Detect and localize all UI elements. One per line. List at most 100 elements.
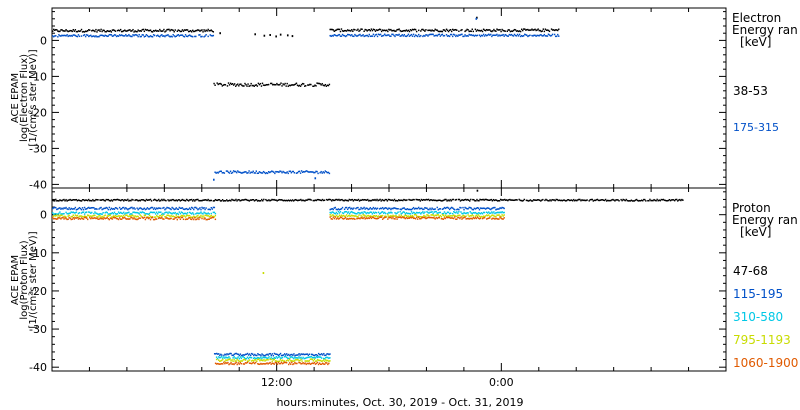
data-point [95,217,97,220]
data-point [230,352,232,355]
data-point [76,35,79,38]
data-point [162,218,164,220]
data-point [367,35,369,38]
data-point [493,34,495,36]
data-point [171,213,173,215]
data-point [94,217,96,219]
data-point [99,34,101,37]
data-point [204,30,206,33]
data-point [648,199,650,202]
data-point [407,212,410,215]
data-point [393,34,395,37]
data-point [267,354,269,356]
data-point [153,211,156,214]
data-point [338,33,341,36]
data-point [101,215,103,218]
data-point [351,34,353,36]
data-point [367,198,369,201]
data-point [408,208,411,211]
data-point [415,30,418,33]
data-point [284,354,287,356]
data-point [137,200,139,202]
data-point [153,207,156,209]
data-point [144,28,147,31]
data-point [246,172,248,174]
data-point [332,216,334,218]
data-point [433,35,435,37]
data-point [376,198,378,201]
data-point [349,199,351,201]
data-point [160,30,162,32]
data-point [177,213,180,215]
data-point [94,199,96,202]
data-point [108,34,111,36]
data-point [519,199,521,202]
data-point [195,218,197,221]
data-point [267,83,270,86]
data-point [251,198,254,201]
data-point [365,207,367,209]
data-point [347,200,349,202]
data-point [312,85,314,87]
data-point [217,353,219,355]
data-point [107,213,110,215]
data-point [188,34,191,36]
data-point [241,360,244,362]
data-point [369,215,372,217]
data-point [444,198,446,201]
data-point [384,215,386,218]
data-point [80,28,83,31]
data-point [476,189,479,192]
data-point [240,199,242,202]
data-point [344,211,347,213]
data-point [378,213,381,215]
data-point [317,352,320,355]
data-point [97,213,99,215]
data-point [358,214,360,216]
legend-label: 310-580 [733,310,783,324]
data-point [115,35,118,38]
data-point [171,215,173,218]
data-point [90,34,92,37]
data-point [181,216,184,219]
data-point [390,28,392,31]
data-point [430,33,432,36]
data-point [271,353,274,355]
data-point [219,200,222,202]
data-point [68,212,70,215]
data-point [207,208,209,211]
data-point [535,29,537,32]
data-point [112,215,115,217]
data-point [275,35,277,38]
data-point [248,356,251,359]
data-point [216,199,219,202]
data-point [421,216,423,218]
data-point [281,199,284,201]
data-point [350,30,352,32]
data-point [300,358,302,361]
data-point [342,30,345,32]
data-point [447,216,450,219]
data-point [285,361,288,364]
data-point [220,170,222,173]
data-point [148,199,151,201]
data-point [359,33,361,36]
data-point [186,29,189,31]
data-point [288,353,290,356]
data-point [448,35,451,38]
data-point [446,216,449,219]
data-point [279,352,282,355]
data-point [299,172,302,174]
data-point [179,212,182,215]
data-point [234,199,236,202]
data-point [354,29,356,31]
data-point [218,353,220,355]
data-point [338,208,341,211]
data-point [432,208,434,211]
data-point [102,198,104,201]
data-point [208,218,210,221]
data-point [211,208,214,210]
data-point [537,34,539,37]
data-point [395,199,398,202]
data-point [488,29,490,31]
